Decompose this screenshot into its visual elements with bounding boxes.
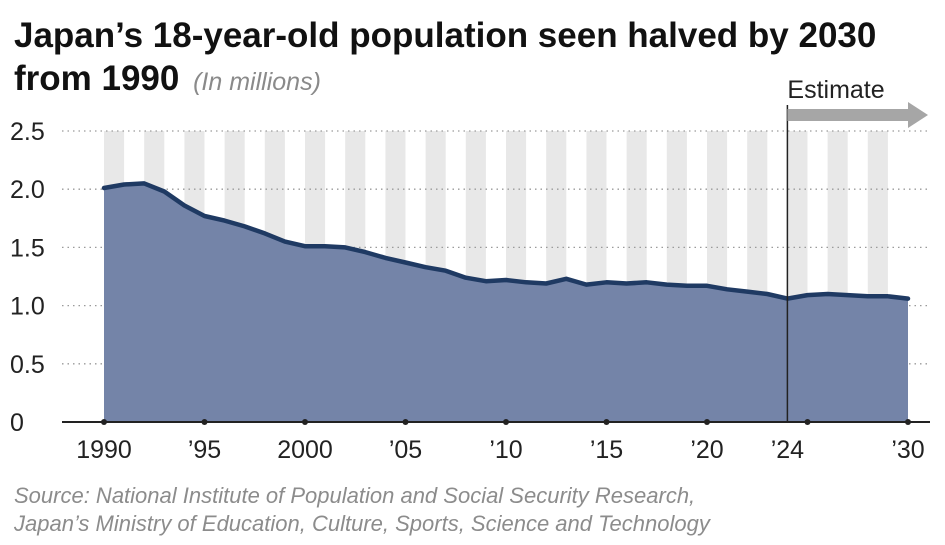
source-note: Source: National Institute of Population… [14,482,929,538]
chart-title: Japan’s 18-year-old population seen halv… [14,14,914,104]
y-tick-label: 2.5 [10,118,45,146]
x-tick-dot [402,419,409,425]
x-tick-label: ’95 [188,436,221,464]
chart-title-text: Japan’s 18-year-old population seen halv… [14,16,877,98]
x-tick-dot [201,419,208,425]
y-tick-label: 2.0 [10,176,45,204]
estimate-arrow-shaft [787,109,910,121]
chart-unit: (In millions) [193,68,321,96]
x-tick-dot [101,419,107,425]
x-tick-label: 1990 [76,436,132,464]
x-tick-label: ’15 [590,436,623,464]
population-line [101,181,911,301]
source-line-2: Japan’s Ministry of Education, Culture, … [14,511,710,536]
y-axis-ticks: 0 0.5 1.0 1.5 2.0 2.5 [10,118,45,437]
y-tick-label: 1.5 [10,234,45,262]
x-tick-dot [704,419,710,425]
x-tick-label: ’10 [489,436,522,464]
estimate-label: Estimate [787,76,884,104]
x-tick-dot [302,419,308,425]
estimate-arrow-head [908,102,928,128]
x-axis-ticks: 1990 ’95 2000 ’05 ’10 ’15 ’20 ’24 ’30 [76,419,925,464]
x-tick-dot [503,419,509,425]
x-tick-label: ’30 [891,436,924,464]
x-tick-label: ’20 [690,436,723,464]
x-tick-label: ’05 [389,436,422,464]
population-area [104,183,908,422]
x-tick-dot [603,419,610,425]
x-tick-dot [804,419,811,425]
y-tick-label: 0 [10,409,24,437]
source-line-1: Source: National Institute of Population… [14,483,696,508]
y-tick-label: 1.0 [10,293,45,321]
x-tick-label: 2000 [277,436,333,464]
x-tick-label: ’24 [771,436,804,464]
x-tick-dot [905,419,911,425]
estimate-annotation: Estimate [786,76,928,422]
y-tick-label: 0.5 [10,351,45,379]
